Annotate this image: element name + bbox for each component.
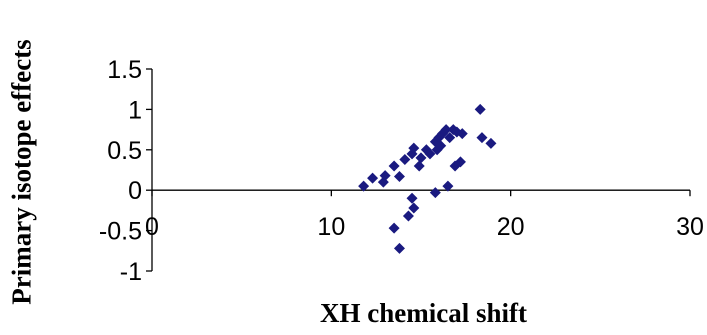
- data-point: [388, 160, 400, 172]
- data-point: [424, 148, 436, 160]
- data-point: [408, 142, 420, 154]
- data-point: [415, 152, 427, 164]
- data-point: [399, 153, 411, 165]
- y-tick-label: -0.5: [99, 218, 142, 246]
- data-point: [367, 172, 379, 184]
- x-tick-label: 20: [497, 213, 525, 241]
- x-tick-label: 10: [317, 213, 345, 241]
- data-point: [474, 103, 486, 115]
- y-tick-label: 1: [128, 96, 142, 124]
- data-point: [442, 180, 454, 192]
- data-point: [393, 170, 405, 182]
- y-tick-label: 0.5: [107, 137, 142, 165]
- data-point: [456, 128, 468, 140]
- data-point: [440, 124, 452, 136]
- x-tick-label: 30: [676, 213, 704, 241]
- data-point: [454, 156, 466, 168]
- data-point: [406, 192, 418, 204]
- data-point: [388, 222, 400, 234]
- data-point: [435, 140, 447, 152]
- data-point: [444, 132, 456, 144]
- data-point: [485, 137, 497, 149]
- x-tick-label: 0: [145, 213, 159, 241]
- data-point: [413, 160, 425, 172]
- tick-labels: 1.510.50-0.5-10 10 20 30: [99, 56, 704, 286]
- data-point: [358, 180, 370, 192]
- x-axis-label: XH chemical shift: [320, 298, 527, 328]
- y-tick-label: 0: [128, 177, 142, 205]
- y-axis-label: Primary isotope effects: [6, 39, 37, 305]
- y-tick-label: -1: [120, 258, 142, 286]
- data-point: [408, 202, 420, 214]
- data-point: [429, 187, 441, 199]
- y-tick-label: 1.5: [107, 56, 142, 84]
- data-point: [379, 170, 391, 182]
- data-points: [358, 103, 497, 254]
- data-point: [402, 210, 414, 222]
- data-point: [393, 242, 405, 254]
- data-point: [476, 132, 488, 144]
- axes: [146, 68, 691, 272]
- y-axis-label-container: Primary isotope effects: [0, 0, 44, 335]
